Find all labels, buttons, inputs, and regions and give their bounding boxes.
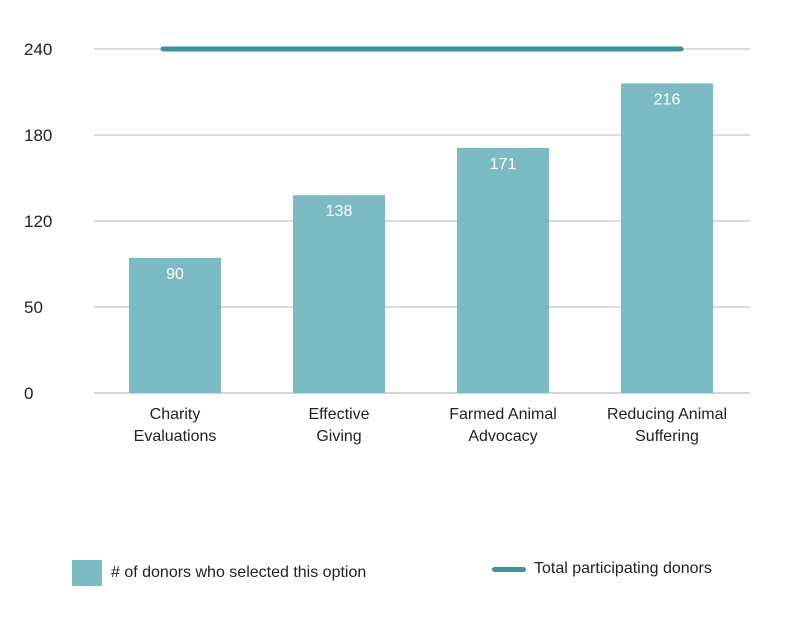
legend-swatch-line [492,566,526,572]
y-tick-label: 50 [24,298,43,317]
bar [293,195,385,393]
bar [457,147,549,393]
legend-label-bars: # of donors who selected this option [111,564,367,581]
data-label: 216 [654,91,681,108]
y-tick-label: 0 [24,384,33,403]
bar-chart: 0 50 120 180 240 90 138 171 216 Charity Evaluati… [24,40,750,445]
data-labels: 90 138 171 216 [166,91,680,282]
category-label: Reducing Animal Suffering [607,406,727,445]
category-label: Farmed Animal Advocacy [449,406,557,445]
category-label: Charity Evaluations [134,406,217,445]
data-label: 90 [166,266,184,283]
legend-item-line: Total participating donors [492,560,712,578]
y-tick-label: 120 [24,212,52,231]
bar [621,83,713,394]
y-tick-label: 240 [24,40,52,59]
legend-label-line: Total participating donors [534,560,712,577]
x-axis-categories: Charity Evaluations Effective Giving Farmed … [134,406,727,445]
bar [129,257,221,393]
y-axis-ticks: 0 50 120 180 240 [24,40,52,403]
legend: # of donors who selected this option Tot… [72,560,772,588]
legend-item-bars: # of donors who selected this option [72,560,366,586]
category-label: Effective Giving [308,406,369,445]
legend-swatch-bars [72,560,102,586]
data-label: 138 [326,203,353,220]
data-label: 171 [490,156,517,173]
y-tick-label: 180 [24,126,52,145]
bars [129,83,713,394]
